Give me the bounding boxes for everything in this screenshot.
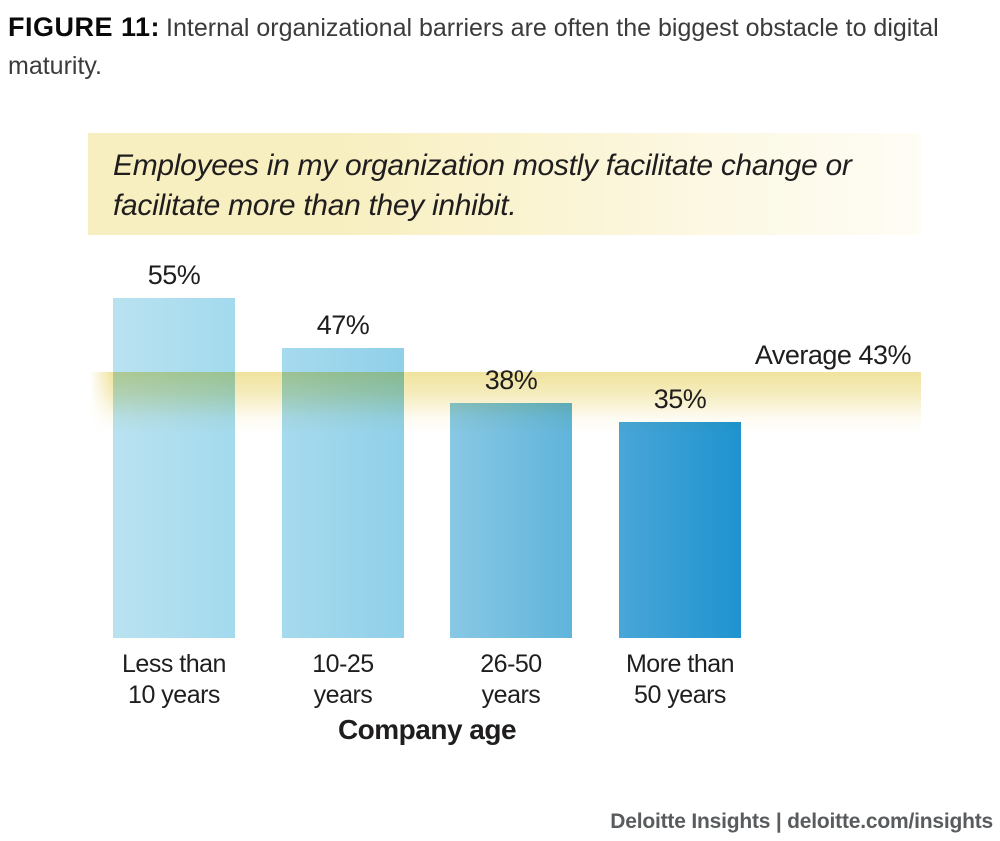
bar-value-label-4: 35% — [653, 384, 707, 414]
bar-value-label-1: 55% — [147, 260, 201, 290]
category-label-4: More than 50 years — [625, 650, 735, 709]
question-text: Employees in my organization mostly faci… — [113, 149, 852, 222]
category-label-3: 26-50 years — [480, 650, 542, 709]
question-highlight-box: Employees in my organization mostly faci… — [88, 133, 921, 235]
bar-3 — [450, 403, 572, 638]
bar-4 — [619, 422, 741, 638]
footer-attribution: Deloitte Insights | deloitte.com/insight… — [610, 810, 993, 833]
x-axis-title: Company age — [337, 714, 517, 745]
average-band — [90, 372, 921, 434]
figure-caption: FIGURE 11: Internal organizational barrie… — [8, 8, 993, 85]
bar-value-label-3: 38% — [484, 365, 538, 395]
figure-number-label: FIGURE 11: — [8, 12, 161, 42]
category-label-2: 10-25 years — [312, 650, 374, 709]
bar-value-label-2: 47% — [316, 310, 370, 340]
category-label-1: Less than 10 years — [122, 650, 226, 709]
average-label: Average 43% — [754, 340, 912, 370]
bar-1 — [113, 298, 235, 638]
figure-title-text: Internal organizational barriers are oft… — [8, 14, 939, 80]
